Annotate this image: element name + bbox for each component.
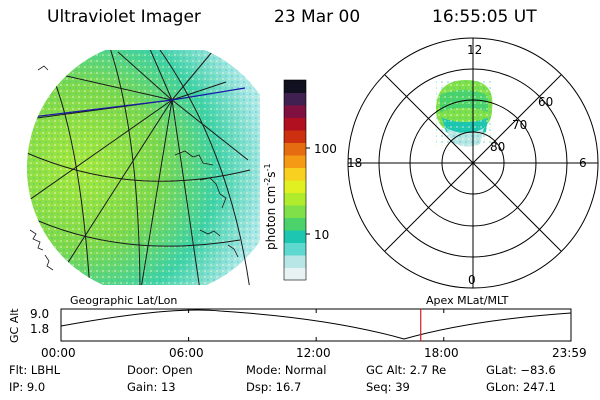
- timeline-tick-1: 06:00: [169, 346, 204, 360]
- colorbar-band: [284, 105, 306, 118]
- polar-lat-70: 70: [512, 118, 528, 132]
- info-glat: GLat: −83.6: [486, 363, 556, 377]
- colorbar: [283, 79, 310, 281]
- colorbar-band: [284, 242, 306, 256]
- colorbar-band: [284, 205, 306, 218]
- info-flt: Flt: LBHL: [9, 363, 61, 377]
- colorbar-band: [284, 267, 306, 281]
- app-title: Ultraviolet Imager: [47, 7, 201, 27]
- timeline-plot: [60, 308, 572, 342]
- colorbar-band: [284, 92, 306, 106]
- polar-lat-80: 80: [490, 140, 506, 154]
- earth-image: [27, 50, 260, 285]
- timeline-right-label: Apex MLat/MLT: [426, 294, 509, 307]
- timeline-tick-4: 23:59: [552, 346, 587, 360]
- timeline-tick-2: 12:00: [296, 346, 331, 360]
- date-label: 23 Mar 00: [274, 7, 361, 27]
- info-door: Door: Open: [127, 363, 193, 377]
- info-dsp: Dsp: 16.7: [246, 380, 302, 394]
- colorbar-band: [284, 155, 306, 168]
- polar-mlt-6: 6: [579, 156, 587, 170]
- info-mode: Mode: Normal: [246, 363, 327, 377]
- timeline-tick-0: 00:00: [41, 346, 76, 360]
- colorbar-band: [284, 117, 306, 131]
- colorbar-band: [284, 167, 306, 181]
- timeline-left-label: Geographic Lat/Lon: [70, 294, 178, 307]
- timeline-axis-label: GC Alt: [8, 308, 21, 343]
- timeline-y-bottom: 1.8: [30, 322, 50, 336]
- info-gain: Gain: 13: [127, 380, 176, 394]
- info-gcalt: GC Alt: 2.7 Re: [366, 363, 447, 377]
- colorbar-band: [284, 255, 306, 268]
- polar-plot: [347, 37, 599, 289]
- polar-mlt-18: 18: [347, 156, 363, 170]
- polar-mlt-12: 12: [467, 43, 483, 57]
- colorbar-band: [284, 180, 306, 193]
- colorbar-tick-100: 100: [314, 142, 337, 156]
- colorbar-band: [284, 142, 306, 156]
- colorbar-band: [284, 217, 306, 231]
- colorbar-band: [284, 230, 306, 243]
- info-ip: IP: 9.0: [9, 380, 46, 394]
- info-seq: Seq: 39: [366, 380, 410, 394]
- polar-auroral-oval: [436, 80, 494, 147]
- earth-grid: [27, 50, 251, 285]
- info-glon: GLon: 247.1: [486, 380, 556, 394]
- colorbar-band: [284, 130, 306, 143]
- colorbar-band: [284, 192, 306, 206]
- coastline: [29, 65, 239, 271]
- timeline-tick-3: 18:00: [424, 346, 459, 360]
- timeline-y-top: 9.0: [30, 307, 50, 321]
- polar-lat-60: 60: [538, 95, 554, 109]
- polar-mlt-0: 0: [468, 273, 476, 287]
- colorbar-label: photon cm-2s-1: [263, 163, 278, 250]
- altitude-curve: [60, 309, 572, 340]
- colorbar-tick-10: 10: [314, 228, 330, 242]
- colorbar-band: [284, 80, 306, 93]
- time-label: 16:55:05 UT: [432, 7, 537, 27]
